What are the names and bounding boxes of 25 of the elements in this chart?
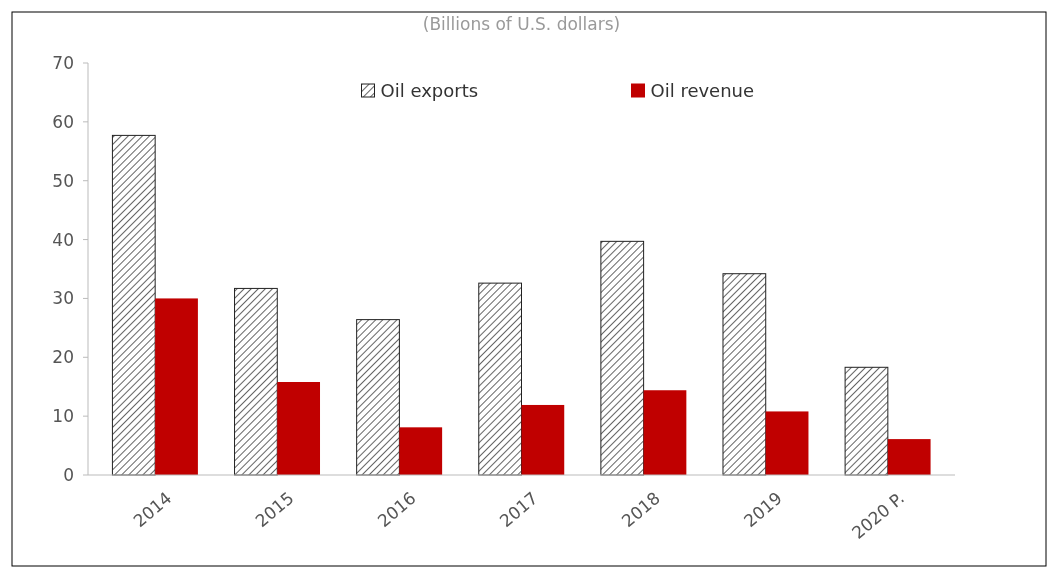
y-tick-label: 50: [52, 170, 74, 191]
bar: [155, 298, 198, 475]
bar: [844, 366, 889, 476]
y-tick-label: 20: [52, 347, 74, 368]
bar: [399, 427, 443, 475]
bar: [521, 404, 565, 475]
bar: [887, 439, 931, 475]
bar: [765, 411, 809, 475]
bar: [600, 240, 645, 476]
y-tick-label: 30: [52, 288, 74, 309]
y-tick-label: 40: [52, 229, 74, 250]
bar: [356, 319, 400, 476]
bar: [234, 287, 278, 476]
y-tick-label: 0: [63, 464, 74, 485]
y-tick-label: 70: [52, 52, 74, 73]
bar: [478, 282, 522, 476]
bar: [277, 382, 321, 475]
legend-label: Oil revenue: [650, 80, 755, 102]
legend-label: Oil exports: [380, 80, 479, 102]
y-tick-label: 60: [52, 111, 74, 132]
chart-title: (Billions of U.S. dollars): [422, 14, 621, 34]
y-tick-label: 10: [52, 406, 74, 427]
bar: [111, 134, 156, 476]
bar: [722, 273, 767, 476]
bar: [643, 390, 687, 475]
